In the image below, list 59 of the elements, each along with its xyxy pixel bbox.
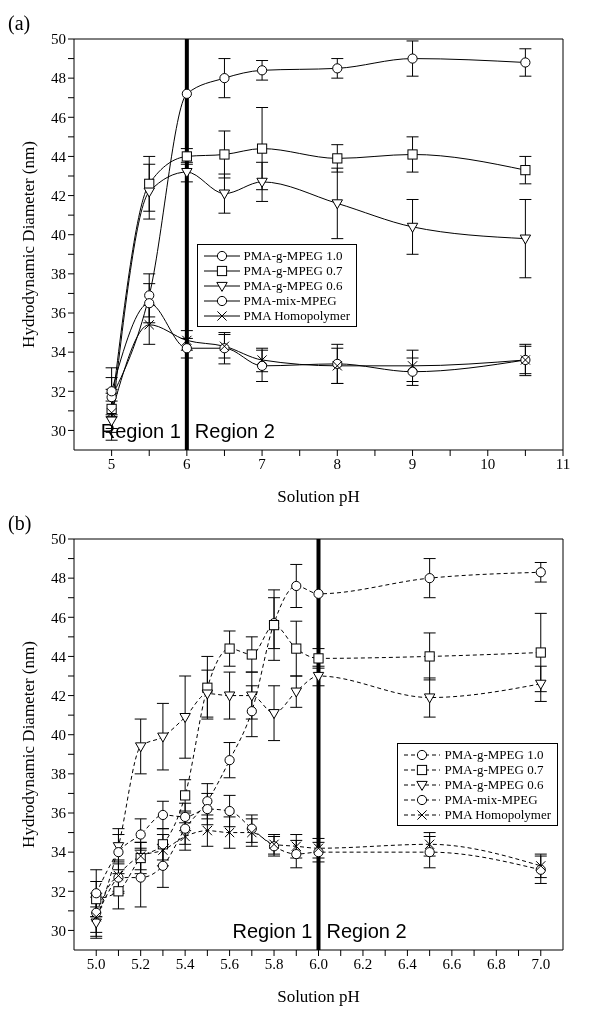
y-axis-title: Hydrodynamic Diameter (nm) xyxy=(19,641,39,848)
y-tick-label: 34 xyxy=(51,844,67,861)
x-tick-label: 5.6 xyxy=(220,955,240,972)
x-tick-label: 7 xyxy=(258,455,267,472)
x-tick-label: 5.2 xyxy=(131,955,151,972)
y-tick-label: 44 xyxy=(51,148,67,165)
chart-title: (a) xyxy=(8,12,31,35)
legend-label: PMA-g-MPEG 1.0 xyxy=(444,747,544,763)
legend-label: PMA-mix-MPEG xyxy=(444,792,538,808)
y-tick-label: 44 xyxy=(51,648,67,665)
y-tick-label: 36 xyxy=(51,305,67,322)
y-axis-title: Hydrodynamic Diameter (nm) xyxy=(19,141,39,348)
x-tick-label: 7.0 xyxy=(531,955,551,972)
x-tick-label: 5.8 xyxy=(264,955,284,972)
x-tick-label: 8 xyxy=(333,455,342,472)
x-tick-label: 6.0 xyxy=(309,955,328,972)
y-tick-label: 42 xyxy=(51,187,66,204)
y-tick-label: 42 xyxy=(51,687,66,704)
x-tick-label: 9 xyxy=(408,455,417,472)
chart-title: (b) xyxy=(8,512,32,535)
y-tick-label: 40 xyxy=(51,727,66,744)
y-tick-label: 34 xyxy=(51,344,67,361)
y-tick-label: 50 xyxy=(51,31,66,48)
y-tick-label: 48 xyxy=(51,70,66,87)
legend-label: PMA-g-MPEG 0.7 xyxy=(444,762,544,778)
x-tick-label: 5.0 xyxy=(86,955,106,972)
y-tick-label: 46 xyxy=(51,109,67,126)
legend-label: PMA-g-MPEG 1.0 xyxy=(243,248,343,263)
x-axis-title: Solution pH xyxy=(277,987,360,1006)
x-axis-title: Solution pH xyxy=(277,487,360,506)
y-tick-label: 48 xyxy=(51,570,66,587)
y-tick-label: 46 xyxy=(51,609,67,626)
y-tick-label: 36 xyxy=(51,805,67,822)
y-tick-label: 38 xyxy=(51,266,66,283)
legend-label: PMA-g-MPEG 0.7 xyxy=(243,263,343,278)
x-tick-label: 6.6 xyxy=(442,955,462,972)
x-tick-label: 6.4 xyxy=(398,955,418,972)
legend-label: PMA-mix-MPEG xyxy=(243,293,337,308)
y-tick-label: 38 xyxy=(51,766,66,783)
x-tick-label: 11 xyxy=(555,455,571,472)
legend-label: PMA-g-MPEG 0.6 xyxy=(444,777,544,793)
x-tick-label: 6 xyxy=(183,455,192,472)
legend-label: PMA-g-MPEG 0.6 xyxy=(243,278,343,293)
x-tick-label: 5.4 xyxy=(175,955,196,972)
x-tick-label: 6.8 xyxy=(486,955,506,972)
annotation: Region 2 xyxy=(326,920,407,942)
y-tick-label: 40 xyxy=(51,227,66,244)
legend-label: PMA Homopolymer xyxy=(243,308,351,323)
x-tick-label: 10 xyxy=(480,455,496,472)
y-tick-label: 30 xyxy=(51,922,66,939)
y-tick-label: 30 xyxy=(51,422,66,439)
y-tick-label: 32 xyxy=(51,383,66,400)
x-tick-label: 5 xyxy=(107,455,116,472)
legend-label: PMA Homopolymer xyxy=(444,807,551,823)
y-tick-label: 50 xyxy=(51,531,66,548)
annotation: Region 1 xyxy=(232,920,313,942)
y-tick-label: 32 xyxy=(51,883,66,900)
annotation: Region 2 xyxy=(194,420,275,442)
x-tick-label: 6.2 xyxy=(353,955,373,972)
